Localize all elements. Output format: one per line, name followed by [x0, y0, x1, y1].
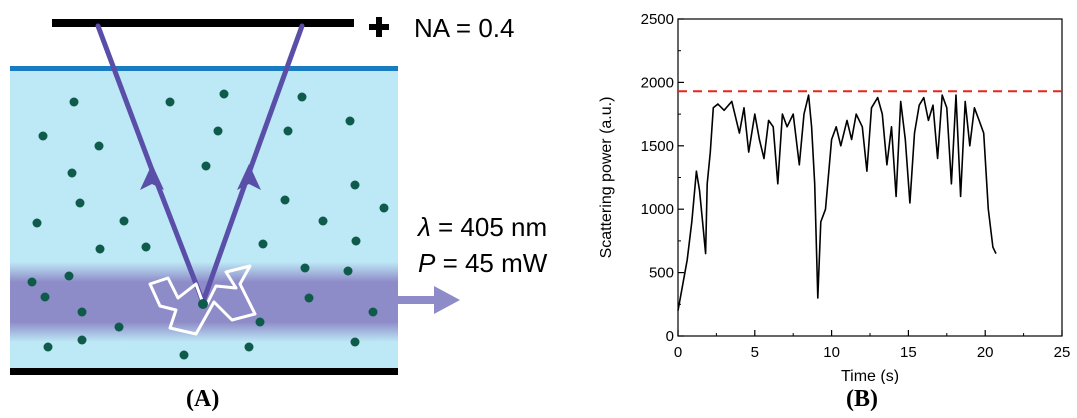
plot-frame [677, 18, 1063, 337]
top-cover-slip [10, 66, 398, 71]
x-tick-label: 25 [1054, 344, 1071, 361]
y-tick-label: 1000 [641, 201, 674, 218]
series-line-0 [677, 94, 997, 311]
y-tick-label: 500 [649, 265, 674, 282]
multiple-scattering-path [148, 264, 257, 336]
y-tick-label: 2500 [641, 11, 674, 28]
ray-arrowheads [140, 164, 261, 190]
chart-axes: 0 5 10 15 20 25 0 500 1000 1500 2000 2500 Time (s) Sc… [598, 11, 1070, 384]
x-tick-label: 20 [977, 344, 994, 361]
x-tick-label: 10 [823, 344, 840, 361]
numerical-aperture-label: NA = 0.4 [414, 13, 514, 43]
x-tick-label: 5 [751, 344, 759, 361]
bottom-cover-slip [10, 368, 398, 375]
wavelength-label: λ = 405 nm [416, 212, 547, 242]
x-tick-label: 0 [674, 344, 682, 361]
y-tick-label: 2000 [641, 74, 674, 91]
y-tick-label: 1500 [641, 138, 674, 155]
chart-marks [677, 90, 1062, 311]
panel-a-caption: (A) [186, 386, 220, 412]
objective-bar [52, 19, 354, 27]
laser-power-label: P = 45 mW [418, 248, 548, 278]
panel-b-caption: (B) [846, 386, 878, 412]
scattering-power-chart: 0 5 10 15 20 25 0 500 1000 1500 2000 2500 Time (s) Sc… [598, 11, 1070, 384]
particles [27, 89, 389, 360]
x-tick-label: 15 [900, 344, 917, 361]
y-axis-label: Scattering power (a.u.) [598, 97, 615, 259]
x-axis-label: Time (s) [841, 368, 899, 384]
plus-icon [369, 17, 389, 37]
scattering-schematic: NA = 0.4 λ = 405 nm P = 45 m [10, 13, 548, 375]
central-particle [198, 299, 208, 309]
laser-beam-arrow [398, 286, 460, 314]
scattered-rays [95, 23, 305, 305]
y-tick-label: 0 [666, 328, 674, 345]
